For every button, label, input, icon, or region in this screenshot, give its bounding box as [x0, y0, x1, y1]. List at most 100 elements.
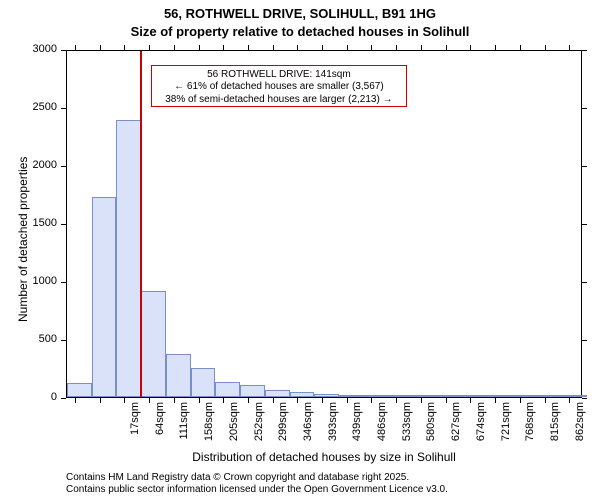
x-tick-label: 64sqm — [154, 402, 166, 452]
histogram-bar — [364, 395, 389, 397]
annotation-line: 38% of semi-detached houses are larger (… — [155, 94, 402, 107]
x-tick — [520, 45, 521, 50]
x-tick — [347, 45, 348, 50]
x-tick — [100, 398, 101, 403]
x-tick-label: 580sqm — [425, 402, 437, 452]
x-tick — [149, 398, 150, 403]
x-tick — [199, 45, 200, 50]
x-tick — [174, 45, 175, 50]
x-tick — [149, 45, 150, 50]
x-tick — [371, 45, 372, 50]
y-tick — [61, 224, 66, 225]
histogram-bar — [488, 395, 513, 397]
histogram-bar — [339, 395, 364, 397]
x-tick-label: 299sqm — [277, 402, 289, 452]
x-tick-label: 674sqm — [475, 402, 487, 452]
chart-title: 56, ROTHWELL DRIVE, SOLIHULL, B91 1HG — [0, 6, 600, 21]
histogram-bar — [265, 390, 290, 397]
histogram-bar — [314, 394, 339, 397]
annotation-line: ← 61% of detached houses are smaller (3,… — [155, 81, 402, 94]
x-tick — [520, 398, 521, 403]
y-tick-label: 500 — [0, 333, 57, 345]
x-tick — [100, 45, 101, 50]
x-tick — [545, 398, 546, 403]
x-tick — [545, 45, 546, 50]
x-tick-label: 393sqm — [327, 402, 339, 452]
annotation-line: 56 ROTHWELL DRIVE: 141sqm — [155, 69, 402, 82]
histogram-bar — [537, 395, 562, 397]
x-tick-label: 252sqm — [253, 402, 265, 452]
x-tick-label: 862sqm — [574, 402, 586, 452]
y-tick — [61, 108, 66, 109]
x-tick — [347, 398, 348, 403]
y-tick — [582, 398, 587, 399]
footer-line-1: Contains HM Land Registry data © Crown c… — [66, 472, 409, 483]
x-tick — [273, 398, 274, 403]
x-tick — [75, 398, 76, 403]
x-tick — [470, 398, 471, 403]
histogram-bar — [240, 385, 265, 397]
footer-line-2: Contains public sector information licen… — [66, 484, 448, 495]
histogram-bar — [116, 120, 141, 397]
x-tick — [199, 398, 200, 403]
histogram-bar — [290, 392, 315, 397]
y-tick-label: 2500 — [0, 101, 57, 113]
histogram-bar — [166, 354, 191, 397]
y-tick — [61, 50, 66, 51]
histogram-bar — [67, 383, 92, 398]
x-tick-label: 627sqm — [450, 402, 462, 452]
x-tick-label: 111sqm — [178, 402, 190, 452]
histogram-bar — [562, 395, 587, 397]
x-tick — [248, 45, 249, 50]
x-tick — [248, 398, 249, 403]
plot-area: 56 ROTHWELL DRIVE: 141sqm← 61% of detach… — [66, 50, 582, 398]
x-tick — [446, 45, 447, 50]
x-tick — [396, 398, 397, 403]
x-tick — [297, 398, 298, 403]
x-tick — [223, 398, 224, 403]
x-tick — [75, 45, 76, 50]
y-tick-label: 0 — [0, 391, 57, 403]
x-tick-label: 721sqm — [500, 402, 512, 452]
y-tick — [61, 340, 66, 341]
y-tick — [582, 340, 587, 341]
x-tick-label: 815sqm — [549, 402, 561, 452]
y-tick — [582, 282, 587, 283]
histogram-bar — [389, 395, 414, 397]
histogram-bar — [191, 368, 216, 397]
x-tick — [124, 398, 125, 403]
histogram-bar — [438, 395, 463, 397]
y-tick-label: 3000 — [0, 43, 57, 55]
x-tick-label: 158sqm — [203, 402, 215, 452]
x-tick — [446, 398, 447, 403]
y-tick — [582, 166, 587, 167]
histogram-bar — [512, 395, 537, 397]
x-tick — [174, 398, 175, 403]
x-tick — [421, 45, 422, 50]
x-tick-label: 346sqm — [302, 402, 314, 452]
y-tick — [61, 166, 66, 167]
histogram-bar — [141, 291, 166, 397]
x-tick-label: 17sqm — [129, 402, 141, 452]
chart-subtitle: Size of property relative to detached ho… — [0, 24, 600, 39]
y-axis-label: Number of detached properties — [16, 157, 30, 322]
x-tick — [396, 45, 397, 50]
x-tick — [297, 45, 298, 50]
x-tick — [124, 45, 125, 50]
x-axis-label: Distribution of detached houses by size … — [66, 450, 582, 464]
x-tick — [273, 45, 274, 50]
x-tick — [322, 45, 323, 50]
histogram-bar — [463, 395, 488, 397]
x-tick — [569, 45, 570, 50]
x-tick — [322, 398, 323, 403]
x-tick — [371, 398, 372, 403]
x-tick — [495, 45, 496, 50]
x-tick — [569, 398, 570, 403]
y-tick — [61, 398, 66, 399]
y-tick — [582, 224, 587, 225]
x-tick-label: 205sqm — [228, 402, 240, 452]
x-tick — [223, 45, 224, 50]
x-tick-label: 533sqm — [401, 402, 413, 452]
y-tick — [582, 50, 587, 51]
histogram-bar — [413, 395, 438, 397]
